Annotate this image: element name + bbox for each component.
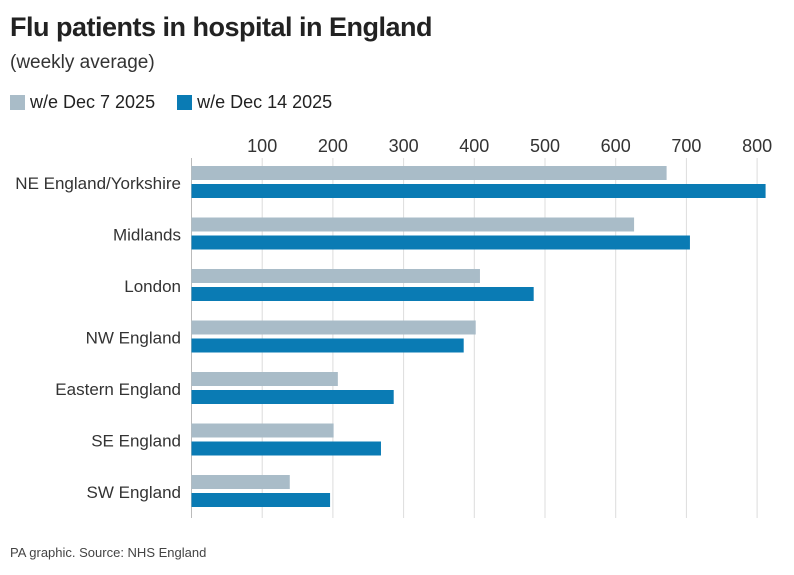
chart-title: Flu patients in hospital in England xyxy=(10,12,433,42)
legend: w/e Dec 7 2025 w/e Dec 14 2025 xyxy=(10,92,332,113)
legend-label-dec14: w/e Dec 14 2025 xyxy=(197,92,333,112)
bar-dec7 xyxy=(191,320,476,335)
bar-dec14 xyxy=(191,287,534,301)
bar-dec7 xyxy=(191,166,667,180)
bar-dec7 xyxy=(191,423,334,438)
x-tick-label: 600 xyxy=(601,136,631,156)
bar-dec7 xyxy=(191,372,338,386)
category-label: SW England xyxy=(87,483,182,502)
category-label: Eastern England xyxy=(55,380,181,399)
x-tick-label: 300 xyxy=(389,136,419,156)
bar-dec14 xyxy=(191,390,394,404)
legend-item-dec14: w/e Dec 14 2025 xyxy=(177,92,332,113)
x-tick-label: 400 xyxy=(459,136,489,156)
bar-dec14 xyxy=(191,184,766,198)
x-tick-label: 200 xyxy=(318,136,348,156)
legend-item-dec7: w/e Dec 7 2025 xyxy=(10,92,155,113)
x-tick-label: 800 xyxy=(742,136,772,156)
x-tick-label: 500 xyxy=(530,136,560,156)
source-footer: PA graphic. Source: NHS England xyxy=(10,545,207,560)
legend-label-dec7: w/e Dec 7 2025 xyxy=(30,92,156,112)
x-tick-label: 700 xyxy=(671,136,701,156)
bar-dec14 xyxy=(191,338,464,353)
bar-dec7 xyxy=(191,475,290,489)
bar-dec7 xyxy=(191,217,635,232)
bar-dec14 xyxy=(191,493,331,507)
category-label: London xyxy=(124,277,181,296)
chart-subtitle: (weekly average) xyxy=(10,52,155,73)
legend-swatch-dec7 xyxy=(10,95,25,110)
category-label: SE England xyxy=(91,432,181,451)
bar-dec14 xyxy=(191,235,690,250)
category-label: Midlands xyxy=(113,226,181,245)
category-label: NE England/Yorkshire xyxy=(15,174,181,193)
bar-dec7 xyxy=(191,269,480,283)
legend-swatch-dec14 xyxy=(177,95,193,110)
category-label: NW England xyxy=(86,329,181,348)
bar-dec14 xyxy=(191,441,381,456)
x-tick-label: 100 xyxy=(247,136,277,156)
